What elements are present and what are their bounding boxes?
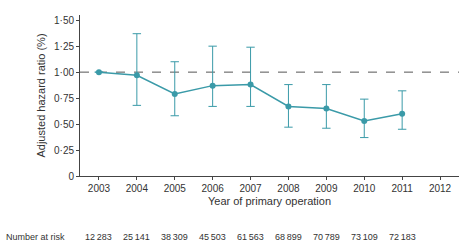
svg-text:2012: 2012 — [429, 183, 452, 194]
svg-text:Adjusted hazard ratio (%): Adjusted hazard ratio (%) — [35, 33, 47, 157]
svg-text:0: 0 — [68, 171, 74, 182]
svg-text:1·25: 1·25 — [54, 41, 74, 52]
svg-text:0·50: 0·50 — [54, 119, 74, 130]
svg-text:70 789: 70 789 — [313, 232, 340, 242]
svg-text:2007: 2007 — [239, 183, 262, 194]
svg-text:2011: 2011 — [391, 183, 413, 194]
svg-text:0·75: 0·75 — [54, 93, 74, 104]
svg-text:61 563: 61 563 — [237, 232, 264, 242]
svg-text:2009: 2009 — [315, 183, 338, 194]
svg-text:73 109: 73 109 — [351, 232, 378, 242]
svg-text:Number at risk: Number at risk — [6, 232, 65, 242]
svg-text:68 899: 68 899 — [275, 232, 302, 242]
svg-text:38 309: 38 309 — [161, 232, 188, 242]
svg-text:2005: 2005 — [164, 183, 187, 194]
svg-text:2010: 2010 — [353, 183, 376, 194]
svg-text:72 183: 72 183 — [389, 232, 416, 242]
svg-text:2006: 2006 — [202, 183, 225, 194]
svg-text:25 141: 25 141 — [123, 232, 150, 242]
svg-text:2008: 2008 — [277, 183, 300, 194]
svg-text:2003: 2003 — [88, 183, 111, 194]
svg-text:1·00: 1·00 — [54, 67, 74, 78]
svg-text:2004: 2004 — [126, 183, 149, 194]
svg-text:12 283: 12 283 — [85, 232, 112, 242]
svg-text:0·25: 0·25 — [54, 145, 74, 156]
svg-text:45 503: 45 503 — [199, 232, 226, 242]
svg-text:1·50: 1·50 — [54, 15, 74, 26]
svg-text:Year of primary operation: Year of primary operation — [208, 195, 331, 207]
